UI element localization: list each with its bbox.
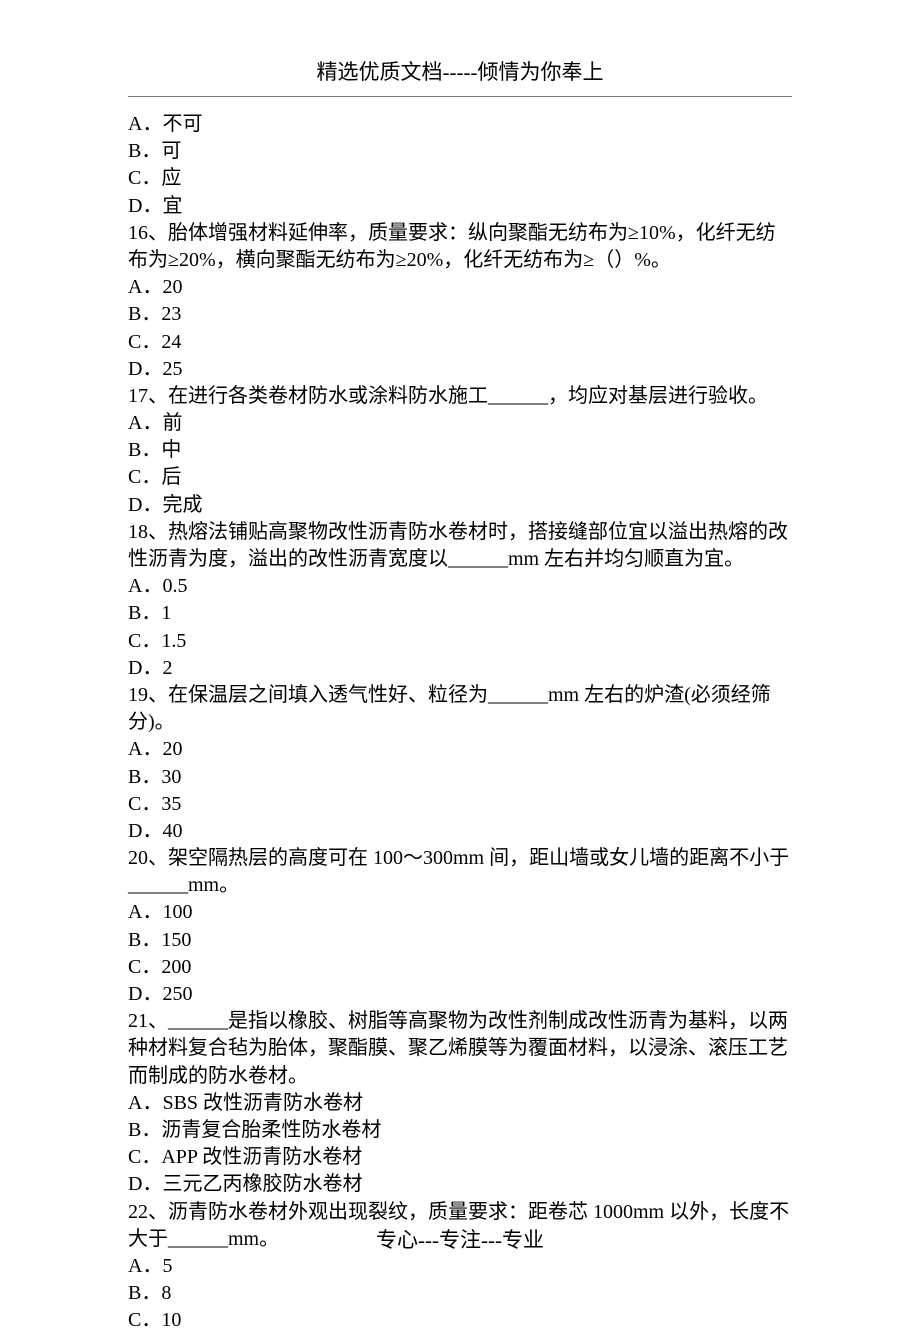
content-area: A．不可 B．可 C．应 D．宜 16、胎体增强材料延伸率，质量要求：纵向聚酯无… — [128, 111, 792, 1334]
question-17-opt-a: A．前 — [128, 410, 792, 437]
question-16-opt-b: B．23 — [128, 301, 792, 328]
question-21-stem: 21、______是指以橡胶、树脂等高聚物为改性剂制成改性沥青为基料，以两种材料… — [128, 1008, 792, 1090]
question-19-opt-c: C．35 — [128, 791, 792, 818]
question-21-opt-d: D．三元乙丙橡胶防水卷材 — [128, 1171, 792, 1198]
document-page: 精选优质文档-----倾情为你奉上 A．不可 B．可 C．应 D．宜 16、胎体… — [0, 0, 920, 1302]
question-18-opt-b: B．1 — [128, 600, 792, 627]
question-22-opt-b: B．8 — [128, 1280, 792, 1307]
question-16-opt-a: A．20 — [128, 274, 792, 301]
option-a: A．不可 — [128, 111, 792, 138]
question-16-opt-d: D．25 — [128, 356, 792, 383]
question-20-opt-d: D．250 — [128, 981, 792, 1008]
question-20-opt-b: B．150 — [128, 927, 792, 954]
question-18-opt-d: D．2 — [128, 655, 792, 682]
question-19-opt-a: A．20 — [128, 736, 792, 763]
question-22-opt-a: A．5 — [128, 1253, 792, 1280]
question-22-opt-c: C．10 — [128, 1307, 792, 1334]
question-17-opt-d: D．完成 — [128, 492, 792, 519]
page-header: 精选优质文档-----倾情为你奉上 — [128, 56, 792, 92]
question-20-opt-a: A．100 — [128, 899, 792, 926]
question-18-stem: 18、热熔法铺贴高聚物改性沥青防水卷材时，搭接缝部位宜以溢出热熔的改性沥青为度，… — [128, 519, 792, 573]
question-21-opt-a: A．SBS 改性沥青防水卷材 — [128, 1090, 792, 1117]
question-16-stem: 16、胎体增强材料延伸率，质量要求：纵向聚酯无纺布为≥10%，化纤无纺布为≥20… — [128, 220, 792, 274]
question-18-opt-c: C．1.5 — [128, 628, 792, 655]
question-19-opt-d: D．40 — [128, 818, 792, 845]
question-18-opt-a: A．0.5 — [128, 573, 792, 600]
question-21-opt-c: C．APP 改性沥青防水卷材 — [128, 1144, 792, 1171]
question-20-opt-c: C．200 — [128, 954, 792, 981]
option-b: B．可 — [128, 138, 792, 165]
question-17-stem: 17、在进行各类卷材防水或涂料防水施工______，均应对基层进行验收。 — [128, 383, 792, 410]
question-20-stem: 20、架空隔热层的高度可在 100～300mm 间，距山墙或女儿墙的距离不小于_… — [128, 845, 792, 899]
question-16-opt-c: C．24 — [128, 329, 792, 356]
header-rule — [128, 96, 792, 97]
question-21-opt-b: B．沥青复合胎柔性防水卷材 — [128, 1117, 792, 1144]
question-17-opt-c: C．后 — [128, 464, 792, 491]
question-19-opt-b: B．30 — [128, 764, 792, 791]
question-19-stem: 19、在保温层之间填入透气性好、粒径为______mm 左右的炉渣(必须经筛分)… — [128, 682, 792, 736]
question-17-opt-b: B．中 — [128, 437, 792, 464]
option-d: D．宜 — [128, 193, 792, 220]
option-c: C．应 — [128, 165, 792, 192]
page-footer: 专心---专注---专业 — [0, 1224, 920, 1254]
